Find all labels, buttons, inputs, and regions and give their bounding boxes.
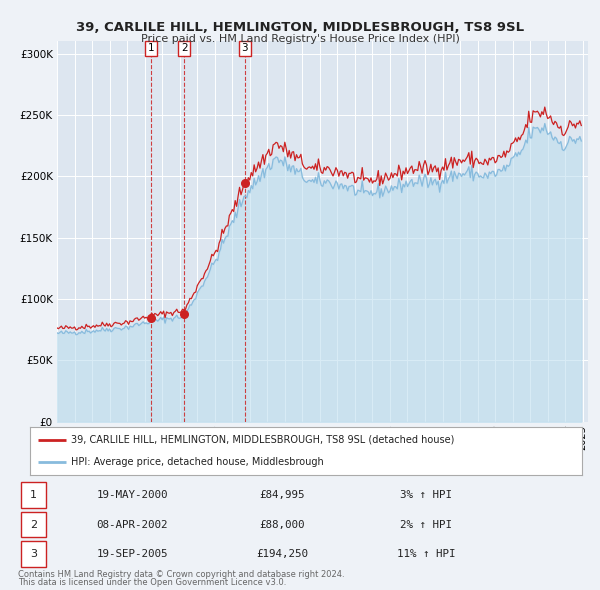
Text: Contains HM Land Registry data © Crown copyright and database right 2024.: Contains HM Land Registry data © Crown c… [18,570,344,579]
Text: 3: 3 [30,549,37,559]
Text: 39, CARLILE HILL, HEMLINGTON, MIDDLESBROUGH, TS8 9SL: 39, CARLILE HILL, HEMLINGTON, MIDDLESBRO… [76,21,524,34]
Text: 08-APR-2002: 08-APR-2002 [96,520,168,529]
Text: 19-MAY-2000: 19-MAY-2000 [96,490,168,500]
Text: £194,250: £194,250 [256,549,308,559]
Text: 3% ↑ HPI: 3% ↑ HPI [400,490,452,500]
Text: 3: 3 [242,43,248,53]
Text: £84,995: £84,995 [259,490,305,500]
Text: 11% ↑ HPI: 11% ↑ HPI [397,549,455,559]
Text: 2: 2 [30,520,37,529]
Text: Price paid vs. HM Land Registry's House Price Index (HPI): Price paid vs. HM Land Registry's House … [140,34,460,44]
Text: This data is licensed under the Open Government Licence v3.0.: This data is licensed under the Open Gov… [18,578,286,587]
Text: 19-SEP-2005: 19-SEP-2005 [96,549,168,559]
Text: 2% ↑ HPI: 2% ↑ HPI [400,520,452,529]
Text: 39, CARLILE HILL, HEMLINGTON, MIDDLESBROUGH, TS8 9SL (detached house): 39, CARLILE HILL, HEMLINGTON, MIDDLESBRO… [71,435,455,445]
Text: £88,000: £88,000 [259,520,305,529]
Text: 1: 1 [30,490,37,500]
Text: HPI: Average price, detached house, Middlesbrough: HPI: Average price, detached house, Midd… [71,457,324,467]
Text: 1: 1 [148,43,154,53]
Text: 2: 2 [181,43,188,53]
